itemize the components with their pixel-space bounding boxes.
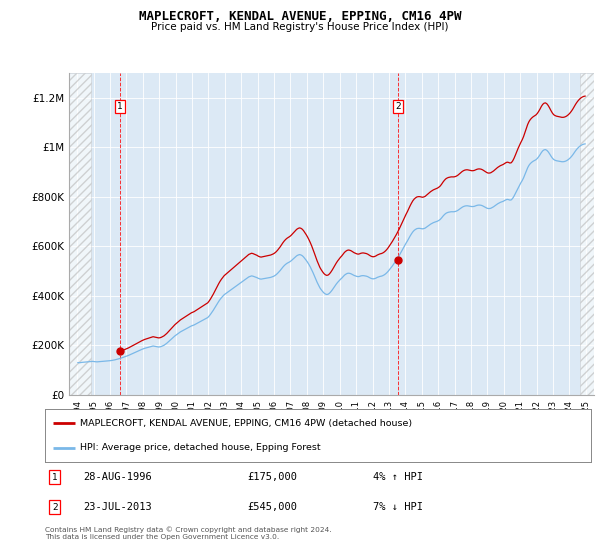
Text: 2: 2 [52,503,58,512]
Text: 28-AUG-1996: 28-AUG-1996 [83,473,152,483]
Text: HPI: Average price, detached house, Epping Forest: HPI: Average price, detached house, Eppi… [80,443,321,452]
Text: 7% ↓ HPI: 7% ↓ HPI [373,502,422,512]
Text: 1: 1 [118,102,123,111]
Text: 2: 2 [395,102,401,111]
Text: 23-JUL-2013: 23-JUL-2013 [83,502,152,512]
Point [115,347,125,356]
Text: Contains HM Land Registry data © Crown copyright and database right 2024.
This d: Contains HM Land Registry data © Crown c… [45,526,332,540]
Text: 1: 1 [52,473,58,482]
Point [393,255,403,264]
Text: £545,000: £545,000 [247,502,297,512]
Text: Price paid vs. HM Land Registry's House Price Index (HPI): Price paid vs. HM Land Registry's House … [151,22,449,32]
Text: MAPLECROFT, KENDAL AVENUE, EPPING, CM16 4PW (detached house): MAPLECROFT, KENDAL AVENUE, EPPING, CM16 … [80,419,413,428]
Text: £175,000: £175,000 [247,473,297,483]
Text: 4% ↑ HPI: 4% ↑ HPI [373,473,422,483]
Text: MAPLECROFT, KENDAL AVENUE, EPPING, CM16 4PW: MAPLECROFT, KENDAL AVENUE, EPPING, CM16 … [139,10,461,22]
